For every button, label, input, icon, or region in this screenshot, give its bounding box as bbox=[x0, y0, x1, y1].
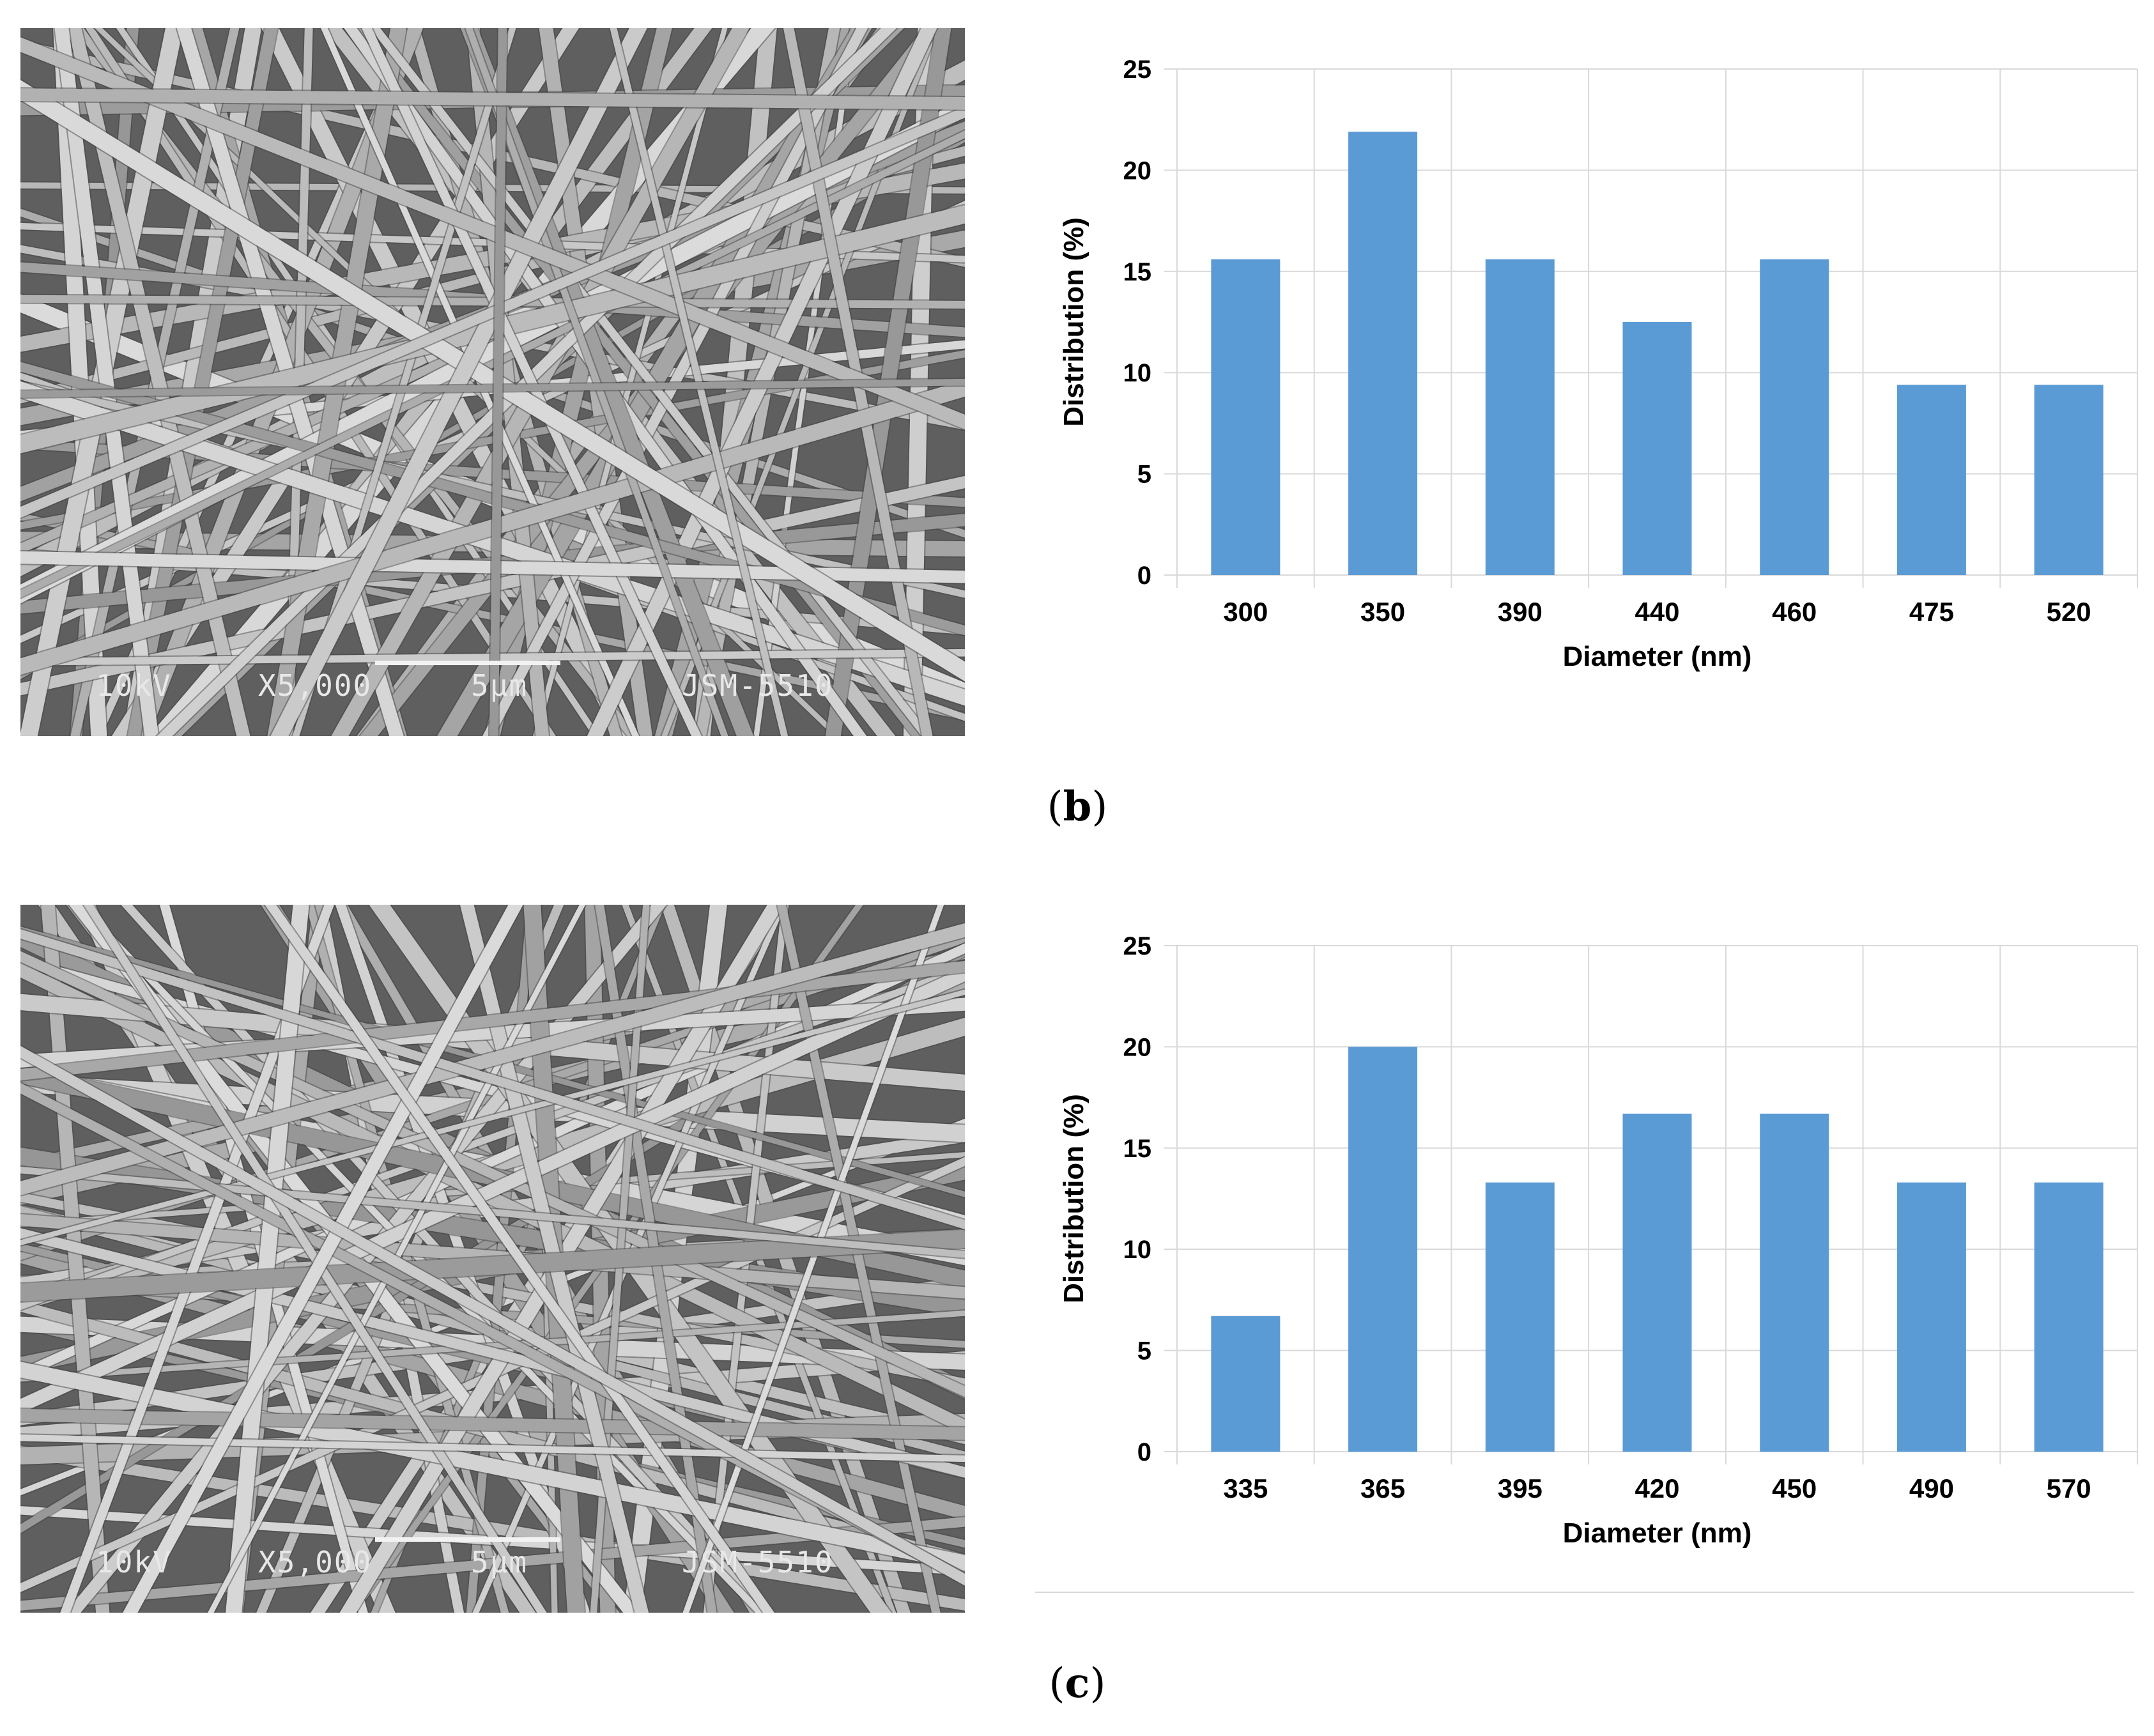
y-tick-label: 10 bbox=[1123, 1236, 1152, 1264]
bar-395 bbox=[1485, 1182, 1555, 1452]
bar-420 bbox=[1622, 1113, 1692, 1452]
y-tick-label: 0 bbox=[1137, 1438, 1151, 1466]
x-tick-label: 450 bbox=[1772, 1473, 1817, 1503]
sem-voltage: 10kV bbox=[96, 1545, 172, 1579]
sem-image-c: 10kV X5,000 5µm JSM-5510 bbox=[20, 905, 965, 1613]
sem-magnification: X5,000 bbox=[258, 668, 373, 703]
panel-label-c: (c) bbox=[1049, 1659, 1106, 1707]
sem-scale-label: 5µm bbox=[471, 668, 528, 703]
x-tick-label: 350 bbox=[1360, 597, 1405, 627]
y-tick-label: 25 bbox=[1123, 56, 1152, 84]
chart-svg-c: 0 5 10 15 20 25 335 365 395 420 450 490 570 Diameter … bbox=[1035, 932, 2138, 1593]
x-tick-label: 395 bbox=[1498, 1473, 1542, 1503]
x-tick-label: 335 bbox=[1223, 1473, 1268, 1503]
x-tick-label: 490 bbox=[1909, 1473, 1954, 1503]
x-tick-label: 300 bbox=[1223, 597, 1268, 627]
sem-instrument: JSM-5510 bbox=[682, 668, 834, 703]
bar-475 bbox=[1896, 385, 1966, 575]
x-tick-label: 570 bbox=[2047, 1473, 2091, 1503]
x-tick-label: 365 bbox=[1360, 1473, 1405, 1503]
bar-350 bbox=[1348, 132, 1418, 575]
bar-520 bbox=[2034, 385, 2104, 575]
bar-460 bbox=[1760, 259, 1829, 575]
y-tick-label: 0 bbox=[1137, 562, 1151, 590]
x-tick-label: 440 bbox=[1635, 597, 1679, 627]
x-tick-label: 390 bbox=[1498, 597, 1542, 627]
sem-instrument: JSM-5510 bbox=[682, 1545, 834, 1579]
x-tick-label: 520 bbox=[2047, 597, 2091, 627]
bar-390 bbox=[1485, 259, 1555, 575]
x-axis-title: Diameter (nm) bbox=[1563, 1517, 1752, 1549]
diameter-distribution-chart-c: 0 5 10 15 20 25 335 365 395 420 450 490 570 Diameter … bbox=[1035, 915, 2141, 1643]
bar-440 bbox=[1622, 322, 1692, 575]
sem-scale-bar bbox=[375, 661, 560, 665]
y-tick-label: 5 bbox=[1137, 461, 1151, 489]
sem-magnification: X5,000 bbox=[258, 1545, 373, 1579]
bar-365 bbox=[1348, 1047, 1418, 1452]
fibers-group bbox=[20, 905, 965, 1613]
fiber-network-illustration bbox=[20, 905, 965, 1613]
bar-300 bbox=[1211, 259, 1281, 575]
panel-label-b: (b) bbox=[1047, 783, 1108, 831]
y-tick-label: 20 bbox=[1123, 157, 1152, 185]
sem-voltage: 10kV bbox=[96, 668, 172, 703]
y-tick-label: 15 bbox=[1123, 258, 1152, 286]
sem-scale-bar bbox=[375, 1537, 560, 1542]
bar-490 bbox=[1896, 1182, 1966, 1452]
y-tick-label: 10 bbox=[1123, 359, 1152, 387]
diameter-distribution-chart-b: 0 5 10 15 20 25 300 350 390 440 460 475 520 Diameter … bbox=[1035, 38, 2141, 767]
y-tick-label: 15 bbox=[1123, 1135, 1152, 1163]
x-tick-label: 475 bbox=[1909, 597, 1954, 627]
chart-svg-b: 0 5 10 15 20 25 300 350 390 440 460 475 520 Diameter … bbox=[1058, 56, 2138, 672]
bar-450 bbox=[1760, 1113, 1829, 1452]
sem-image-b: 10kV X5,000 5µm JSM-5510 bbox=[20, 28, 965, 736]
x-tick-label: 420 bbox=[1635, 1473, 1679, 1503]
y-tick-label: 25 bbox=[1123, 932, 1152, 960]
y-tick-label: 5 bbox=[1137, 1337, 1151, 1365]
bar-335 bbox=[1211, 1316, 1281, 1452]
fibers-group bbox=[20, 28, 965, 736]
y-axis-title: Distribution (%) bbox=[1058, 217, 1089, 427]
bar-570 bbox=[2034, 1182, 2104, 1452]
sem-scale-label: 5µm bbox=[471, 1545, 528, 1579]
y-tick-label: 20 bbox=[1123, 1033, 1152, 1061]
x-axis-title: Diameter (nm) bbox=[1563, 641, 1752, 672]
fiber-network-illustration bbox=[20, 28, 965, 736]
y-axis-title: Distribution (%) bbox=[1058, 1094, 1089, 1303]
x-tick-label: 460 bbox=[1772, 597, 1817, 627]
